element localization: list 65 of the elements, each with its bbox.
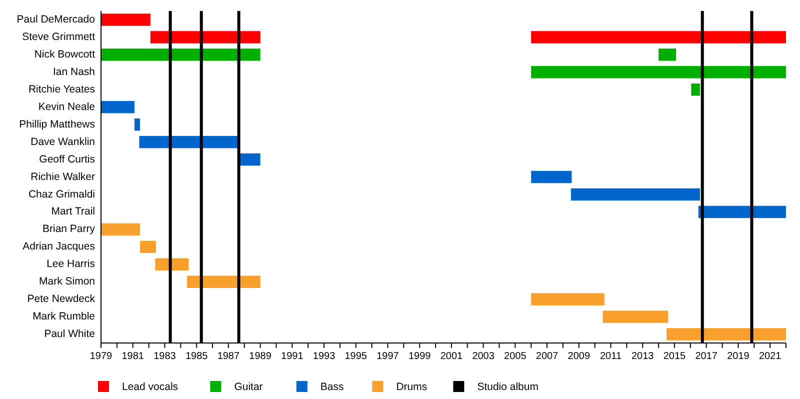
- bar: [691, 84, 700, 96]
- y-tick-label: Nick Bowcott: [34, 48, 96, 60]
- y-tick-label: Paul DeMercado: [16, 14, 96, 26]
- bar: [187, 276, 260, 288]
- bar: [658, 48, 676, 61]
- x-tick-label: 1995: [344, 351, 368, 362]
- y-tick-label: Adrian Jacques: [22, 240, 95, 253]
- y-tick-label: Kevin Neale: [38, 100, 96, 113]
- legend-label: Lead vocals: [122, 380, 178, 393]
- x-tick-label: 2005: [504, 351, 527, 362]
- x-tick-label: 1989: [249, 351, 272, 362]
- x-tick-label: 1979: [90, 351, 113, 362]
- bar: [531, 170, 572, 184]
- bar: [531, 293, 604, 306]
- y-tick-label: Lee Harris: [46, 258, 95, 270]
- y-tick-label: Mart Trail: [51, 206, 95, 218]
- legend-label: Drums: [396, 380, 428, 393]
- x-tick-label: 2017: [695, 351, 718, 362]
- y-tick-label: Ian Nash: [52, 66, 96, 78]
- bar: [602, 310, 668, 323]
- y-tick-label: Mark Simon: [38, 276, 96, 288]
- y-tick-label: Brian Parry: [42, 223, 96, 236]
- bar: [531, 31, 786, 44]
- y-tick-label: Chaz Grimaldi: [28, 188, 95, 200]
- x-tick-label: 1997: [376, 351, 400, 362]
- x-tick-label: 1999: [408, 351, 432, 362]
- x-tick-label: 2001: [440, 351, 464, 362]
- y-tick-label: Richie Walker: [30, 170, 96, 183]
- y-tick-label: Geoff Curtis: [39, 153, 95, 166]
- legend-label: Studio album: [477, 380, 539, 393]
- x-tick-label: 1991: [281, 351, 304, 362]
- bar: [101, 48, 260, 61]
- y-tick-label: Pete Newdeck: [27, 293, 96, 306]
- bar: [666, 328, 786, 340]
- x-tick-label: 1993: [312, 351, 336, 362]
- x-tick-label: 2013: [632, 351, 654, 362]
- legend-label: Bass: [320, 380, 344, 393]
- bar: [240, 153, 260, 166]
- x-tick-label: 1987: [217, 351, 240, 362]
- bar: [134, 118, 140, 131]
- x-tick-label: 2009: [568, 351, 590, 362]
- x-tick-label: 2019: [727, 351, 750, 362]
- bar: [698, 206, 786, 218]
- y-tick-label: Dave Wanklin: [30, 136, 96, 148]
- bar: [101, 223, 140, 236]
- x-tick-label: 1983: [154, 351, 176, 362]
- bar: [101, 100, 134, 114]
- y-tick-label: Phillip Matthews: [19, 118, 95, 130]
- x-tick-label: 2011: [600, 351, 622, 362]
- bar: [531, 66, 786, 78]
- bar: [101, 14, 150, 26]
- x-tick-label: 1985: [185, 351, 208, 362]
- bar: [140, 240, 156, 254]
- x-tick-label: 2003: [472, 351, 495, 362]
- x-tick-label: 2007: [536, 351, 559, 362]
- x-tick-label: 1981: [122, 351, 144, 362]
- y-tick-label: Paul White: [44, 328, 96, 340]
- legend-label: Guitar: [234, 380, 264, 393]
- x-tick-label: 2015: [663, 351, 686, 362]
- y-tick-label: Ritchie Yeates: [28, 83, 95, 96]
- y-tick-label: Steve Grimmett: [22, 30, 96, 43]
- bar: [570, 188, 700, 201]
- x-tick-label: 2021: [758, 351, 782, 362]
- y-tick-label: Mark Rumble: [32, 310, 96, 323]
- bar: [150, 31, 260, 44]
